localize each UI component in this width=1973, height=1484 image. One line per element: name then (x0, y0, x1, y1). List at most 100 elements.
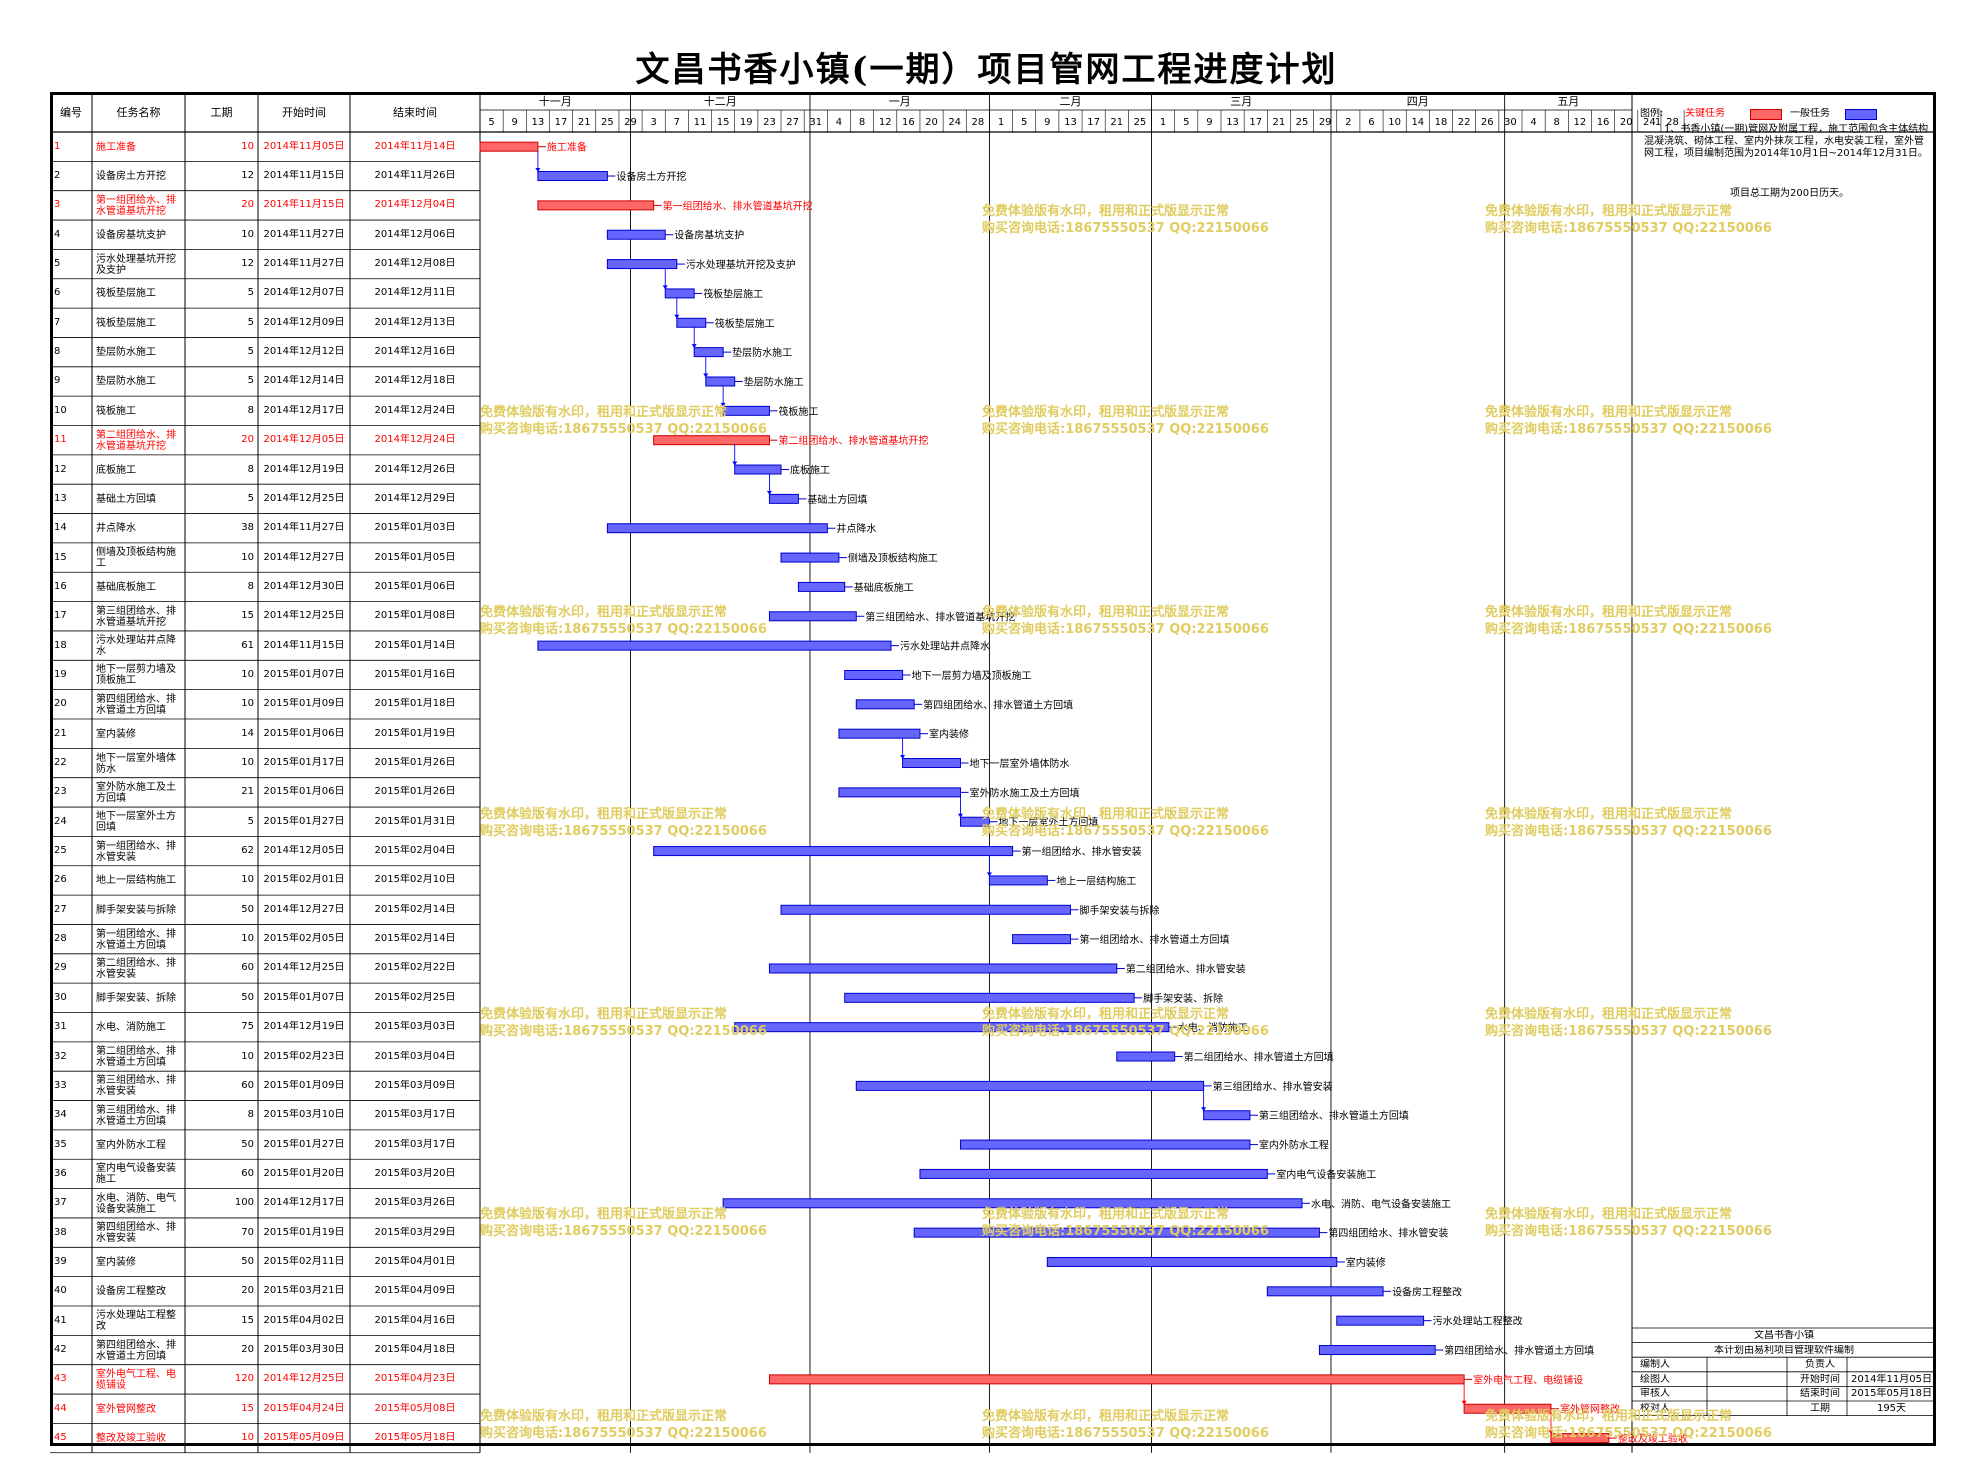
gantt-bar[interactable] (664, 288, 695, 299)
task-start: 2014年12月17日 (263, 1197, 345, 1209)
day-tick-label: 30 (1504, 117, 1517, 128)
task-duration: 12 (241, 258, 254, 270)
gantt-bar[interactable] (1116, 1051, 1176, 1062)
task-start: 2015年02月01日 (263, 874, 345, 886)
day-tick-label: 21 (1273, 117, 1286, 128)
gantt-bar[interactable] (988, 875, 1048, 886)
gantt-bar[interactable] (1336, 1315, 1425, 1326)
task-name: 筏板施工 (96, 405, 136, 417)
task-end: 2015年03月03日 (374, 1021, 456, 1033)
task-end: 2015年01月05日 (374, 551, 456, 563)
task-end: 2014年12月16日 (374, 346, 456, 358)
task-name: 基础土方回填 (96, 493, 156, 505)
gantt-bar[interactable] (768, 611, 857, 622)
legend-normal-swatch (1845, 109, 1877, 120)
task-id: 11 (54, 434, 67, 446)
gantt-bar[interactable] (768, 493, 799, 504)
task-start: 2014年11月27日 (263, 522, 345, 534)
gantt-bar[interactable] (479, 141, 539, 152)
gantt-bar-label: 第三组团给水、排水管道基坑开挖 (865, 610, 1015, 623)
day-tick-label: 29 (1319, 117, 1332, 128)
task-name: 污水处理站井点降水 (96, 635, 176, 658)
gantt-bar-label: 第一组团给水、排水管道基坑开挖 (663, 199, 813, 212)
gantt-bar[interactable] (844, 669, 904, 680)
gantt-bar[interactable] (1046, 1256, 1338, 1267)
gantt-bar-label: 室内装修 (1346, 1256, 1386, 1269)
gantt-bar-label: 室外管网整改 (1560, 1403, 1620, 1416)
gantt-bar[interactable] (780, 904, 1071, 915)
gantt-bar[interactable] (693, 347, 724, 358)
gantt-bar[interactable] (844, 992, 1135, 1003)
gantt-bar[interactable] (1550, 1433, 1610, 1444)
arrowhead (986, 872, 992, 877)
task-start: 2015年03月10日 (263, 1109, 345, 1121)
day-tick-label: 4 (836, 117, 842, 128)
gantt-bar[interactable] (959, 1139, 1251, 1150)
gantt-bar[interactable] (537, 171, 608, 182)
gantt-bar[interactable] (734, 1022, 1170, 1033)
gantt-bar[interactable] (959, 816, 990, 827)
task-id: 31 (54, 1021, 67, 1033)
task-duration: 20 (241, 199, 254, 211)
arrowhead (535, 168, 541, 173)
task-start: 2015年01月07日 (263, 668, 345, 680)
task-start: 2015年03月21日 (263, 1285, 345, 1297)
task-start: 2015年01月06日 (263, 786, 345, 798)
gantt-bar[interactable] (537, 640, 892, 651)
gantt-bar[interactable] (734, 464, 782, 475)
task-start: 2015年01月27日 (263, 1138, 345, 1150)
gantt-bar[interactable] (653, 846, 1014, 857)
task-end: 2015年03月04日 (374, 1050, 456, 1062)
gantt-bar-label: 垫层防水施工 (732, 346, 792, 359)
gantt-bar[interactable] (902, 758, 961, 769)
day-tick-label: 1 (1655, 117, 1661, 128)
gantt-bar[interactable] (722, 1198, 1303, 1209)
gantt-bar[interactable] (838, 787, 961, 798)
task-id: 44 (54, 1402, 67, 1414)
gantt-bar[interactable] (606, 523, 828, 534)
task-duration: 60 (241, 1079, 254, 1091)
gantt-bar[interactable] (653, 435, 770, 446)
task-id: 41 (54, 1314, 67, 1326)
gantt-bar[interactable] (606, 229, 666, 240)
task-duration: 20 (241, 1344, 254, 1356)
gantt-bar[interactable] (676, 317, 707, 328)
gantt-bar[interactable] (1012, 934, 1071, 945)
task-end: 2015年02月04日 (374, 845, 456, 857)
task-end: 2015年03月17日 (374, 1138, 456, 1150)
day-tick-label: 13 (532, 117, 545, 128)
gantt-bar[interactable] (855, 1080, 1205, 1091)
gantt-bar[interactable] (780, 552, 840, 563)
gantt-bar[interactable] (537, 200, 655, 211)
gantt-bar[interactable] (919, 1168, 1268, 1179)
gantt-bar[interactable] (768, 1374, 1465, 1385)
day-tick-label: 25 (1134, 117, 1147, 128)
gantt-bar[interactable] (722, 405, 770, 416)
gantt-bar[interactable] (838, 728, 921, 739)
gantt-bar[interactable] (1203, 1110, 1251, 1121)
task-start: 2014年12月12日 (263, 346, 345, 358)
task-id: 16 (54, 580, 67, 592)
gantt-bar-label: 基础土方回填 (807, 493, 867, 506)
task-id: 26 (54, 874, 67, 886)
gantt-bar[interactable] (606, 259, 678, 270)
gantt-bar[interactable] (1266, 1286, 1384, 1297)
task-id: 22 (54, 757, 67, 769)
gantt-bar[interactable] (1318, 1345, 1436, 1356)
gantt-bar-label: 地下一层室外墙体防水 (969, 757, 1069, 770)
gantt-bar[interactable] (705, 376, 736, 387)
task-duration: 10 (241, 1432, 254, 1444)
month-label: 三月 (1230, 95, 1252, 108)
gantt-bar[interactable] (797, 581, 846, 592)
task-name: 井点降水 (96, 523, 136, 535)
gantt-bar[interactable] (855, 699, 915, 710)
gantt-bar[interactable] (768, 963, 1118, 974)
task-name: 脚手架安装与拆除 (96, 904, 176, 916)
month-label: 二月 (1059, 95, 1081, 108)
gantt-bar[interactable] (1463, 1403, 1552, 1414)
day-tick-label: 1 (998, 117, 1004, 128)
task-id: 37 (54, 1197, 67, 1209)
task-start: 2015年04月02日 (263, 1314, 345, 1326)
gantt-bar[interactable] (913, 1227, 1320, 1238)
task-id: 2 (54, 170, 61, 182)
